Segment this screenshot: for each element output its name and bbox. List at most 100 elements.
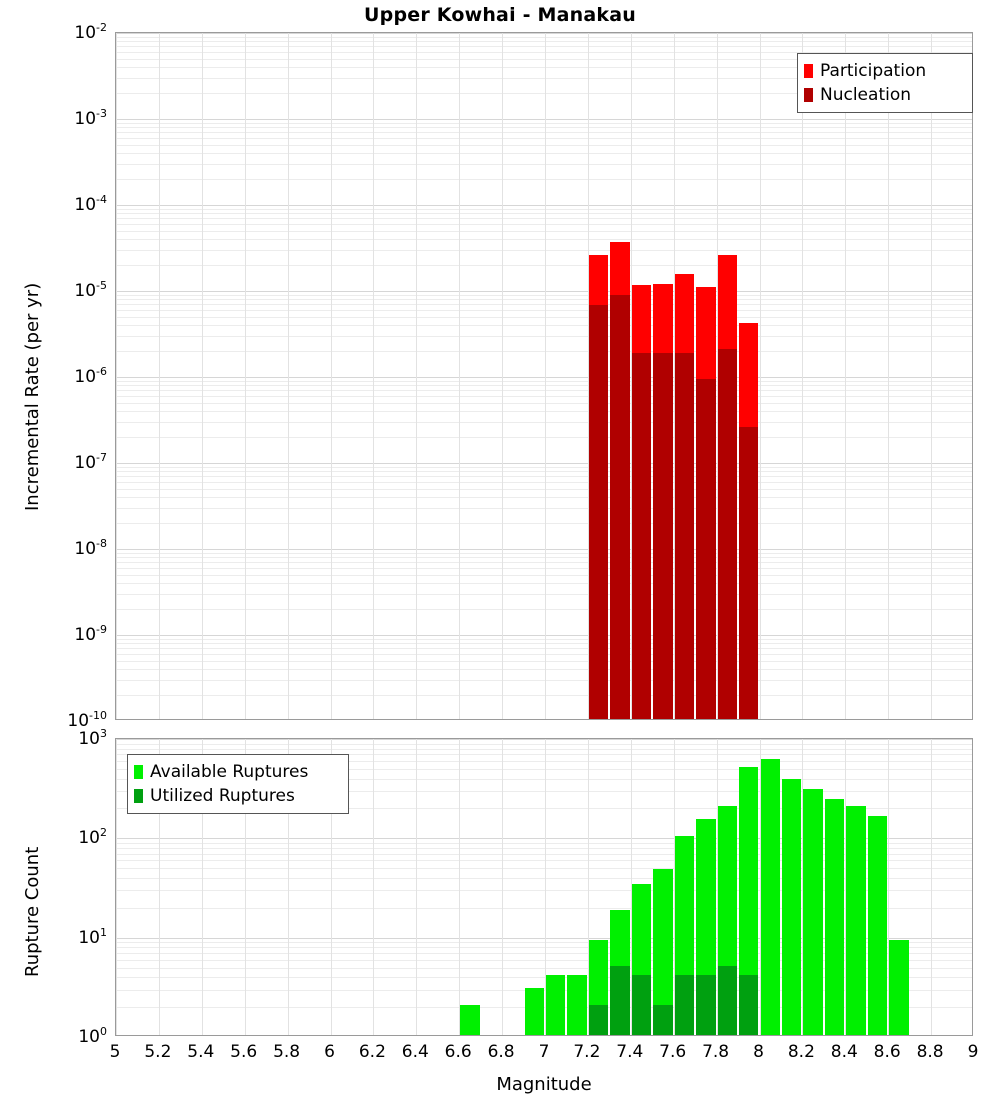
grid-line-minor <box>116 1007 972 1008</box>
grid-line-minor <box>116 990 972 991</box>
grid-line-minor <box>116 854 972 855</box>
grid-line-minor <box>116 37 972 38</box>
grid-line-minor <box>116 654 972 655</box>
grid-line-minor <box>116 138 972 139</box>
grid-line-minor <box>116 639 972 640</box>
bar-available-ruptures <box>846 806 866 1035</box>
legend-swatch-icon <box>804 88 813 102</box>
grid-line-minor <box>116 218 972 219</box>
x-tick-label: 7 <box>538 1042 550 1062</box>
x-tick-label: 5.4 <box>187 1042 215 1062</box>
grid-line-major <box>116 549 972 550</box>
bar-nucleation <box>674 353 695 719</box>
legend-swatch-icon <box>804 64 813 78</box>
grid-line-minor <box>116 422 972 423</box>
grid-line-major <box>116 838 972 839</box>
grid-line-vertical <box>631 33 632 719</box>
grid-line-minor <box>116 299 972 300</box>
bar-available-ruptures <box>524 987 544 1035</box>
bar-nucleation <box>588 305 609 719</box>
grid-line-minor <box>116 164 972 165</box>
top-y-axis-label: Incremental Rate (per yr) <box>22 282 43 511</box>
bar-available-ruptures <box>824 798 845 1035</box>
grid-line-minor <box>116 553 972 554</box>
legend-item: Utilized Ruptures <box>134 784 340 808</box>
grid-line-minor <box>116 467 972 468</box>
grid-line-minor <box>116 67 972 68</box>
x-axis-label: Magnitude <box>496 1074 592 1095</box>
grid-line-minor <box>116 476 972 477</box>
grid-line-major <box>116 463 972 464</box>
grid-line-minor <box>116 250 972 251</box>
x-tick-label: 5.8 <box>273 1042 301 1062</box>
grid-line-minor <box>116 304 972 305</box>
grid-line-minor <box>116 209 972 210</box>
grid-line-minor <box>116 351 972 352</box>
legend-item: Nucleation <box>804 83 964 107</box>
bar-nucleation <box>739 426 759 719</box>
grid-line-minor <box>116 489 972 490</box>
grid-line-vertical <box>416 33 417 719</box>
x-tick-label: 8.4 <box>830 1042 858 1062</box>
grid-line-minor <box>116 523 972 524</box>
bar-nucleation <box>696 378 716 719</box>
grid-line-vertical <box>888 739 889 1035</box>
grid-line-minor <box>116 78 972 79</box>
y-tick-label: 102 <box>78 826 107 849</box>
grid-line-minor <box>116 437 972 438</box>
x-tick-label: 8.6 <box>873 1042 901 1062</box>
x-tick-label: 9 <box>967 1042 979 1062</box>
bar-available-ruptures <box>567 975 587 1035</box>
grid-line-minor <box>116 390 972 391</box>
grid-line-minor <box>116 779 972 780</box>
grid-line-minor <box>116 791 972 792</box>
grid-line-minor <box>116 127 972 128</box>
top-legend: Participation Nucleation <box>797 53 973 113</box>
y-tick-label: 103 <box>78 727 107 749</box>
y-tick-label: 10-6 <box>74 365 107 387</box>
grid-line-minor <box>116 317 972 318</box>
grid-line-minor <box>116 310 972 311</box>
grid-line-minor <box>116 52 972 53</box>
grid-line-vertical <box>245 33 246 719</box>
grid-line-minor <box>116 890 972 891</box>
grid-line-minor <box>116 132 972 133</box>
grid-line-vertical <box>459 33 460 719</box>
grid-line-major <box>116 205 972 206</box>
grid-line-vertical <box>288 739 289 1035</box>
grid-line-minor <box>116 239 972 240</box>
grid-line-vertical <box>717 33 718 719</box>
grid-line-minor <box>116 744 972 745</box>
legend-swatch-icon <box>134 789 143 803</box>
grid-line-minor <box>116 224 972 225</box>
grid-line-vertical <box>674 33 675 719</box>
bar-available-ruptures <box>546 975 566 1035</box>
legend-item: Participation <box>804 59 964 83</box>
incremental-rate-plot <box>115 32 973 720</box>
grid-line-vertical <box>717 739 718 1035</box>
grid-line-vertical <box>760 33 761 719</box>
grid-line-minor <box>116 643 972 644</box>
grid-line-minor <box>116 93 972 94</box>
grid-line-vertical <box>888 33 889 719</box>
grid-line-vertical <box>502 739 503 1035</box>
grid-line-vertical <box>159 739 160 1035</box>
grid-line-minor <box>116 749 972 750</box>
grid-line-vertical <box>802 739 803 1035</box>
bar-utilized-ruptures <box>717 965 738 1035</box>
grid-line-minor <box>116 265 972 266</box>
y-tick-label: 10-9 <box>74 623 107 645</box>
grid-line-vertical <box>631 739 632 1035</box>
grid-line-vertical <box>931 33 932 719</box>
grid-line-minor <box>116 878 972 879</box>
x-tick-label: 5.6 <box>230 1042 258 1062</box>
grid-line-minor <box>116 843 972 844</box>
x-tick-label: 5.2 <box>144 1042 172 1062</box>
bar-nucleation <box>653 353 673 719</box>
grid-line-minor <box>116 648 972 649</box>
y-tick-label: 10-10 <box>67 709 107 731</box>
y-tick-label: 10-4 <box>74 193 107 215</box>
grid-line-major <box>116 119 972 120</box>
bottom-y-axis-label: Rupture Count <box>22 846 43 977</box>
